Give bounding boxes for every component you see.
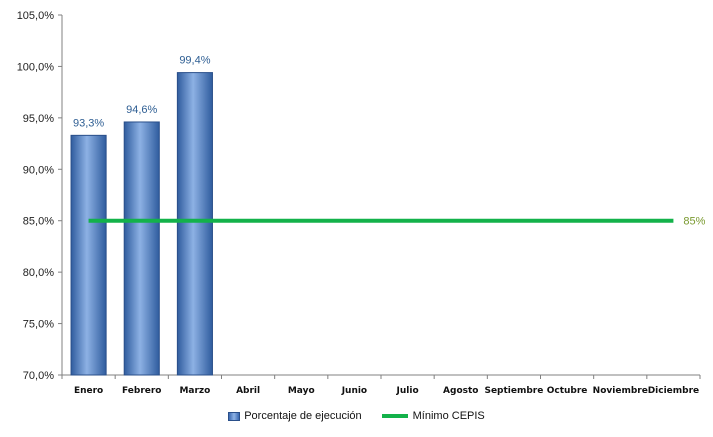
- y-tick-label: 100,0%: [17, 61, 55, 73]
- y-tick-label: 70,0%: [23, 370, 54, 382]
- x-tick-label: Enero: [74, 386, 103, 396]
- legend-line-label: Mínimo CEPIS: [412, 410, 485, 422]
- x-tick-label: Julio: [396, 386, 419, 396]
- legend-item-bar: Porcentaje de ejecución: [228, 410, 362, 422]
- y-tick-label: 95,0%: [23, 113, 54, 125]
- x-tick-label: Octubre: [547, 386, 588, 396]
- axes: 70,0% 75,0% 80,0% 85,0% 90,0% 95,0% 100,0% 105,…: [17, 10, 701, 396]
- y-tick-label: 80,0%: [23, 267, 54, 279]
- x-tick-label: Febrero: [122, 386, 162, 396]
- bar-data-label: 99,4%: [179, 55, 210, 67]
- bar: [176, 72, 213, 376]
- labels: 93,3% 94,6% 99,4% 85%: [73, 55, 706, 228]
- x-tick-label: Mayo: [288, 386, 315, 396]
- legend-bar-swatch: [228, 411, 241, 421]
- bar-data-label: 94,6%: [126, 104, 157, 116]
- chart: 70,0% 75,0% 80,0% 85,0% 90,0% 95,0% 100,0% 105,…: [17, 10, 706, 396]
- bar-data-label: 93,3%: [73, 117, 104, 129]
- x-tick-label: Noviembre: [593, 386, 648, 396]
- legend-item-line: Mínimo CEPIS: [381, 410, 485, 422]
- bars: [70, 72, 213, 376]
- x-tick-label: Agosto: [443, 386, 478, 396]
- x-tick-label: Marzo: [179, 386, 210, 396]
- x-tick-label: Abril: [236, 386, 260, 396]
- legend-line-swatch: [381, 414, 408, 418]
- bar: [123, 121, 160, 376]
- y-tick-label: 105,0%: [17, 10, 55, 22]
- y-tick-label: 90,0%: [23, 164, 54, 176]
- reference-line-label: 85%: [683, 216, 705, 228]
- y-tick-label: 85,0%: [23, 216, 54, 228]
- bar: [70, 134, 107, 376]
- x-tick-label: Junio: [341, 386, 367, 396]
- x-tick-label: Diciembre: [648, 386, 699, 396]
- y-tick-label: 75,0%: [23, 319, 54, 331]
- legend-bar-label: Porcentaje de ejecución: [244, 410, 362, 422]
- x-tick-label: Septiembre: [484, 386, 543, 396]
- legend: Porcentaje de ejecución Mínimo CEPIS: [0, 405, 713, 427]
